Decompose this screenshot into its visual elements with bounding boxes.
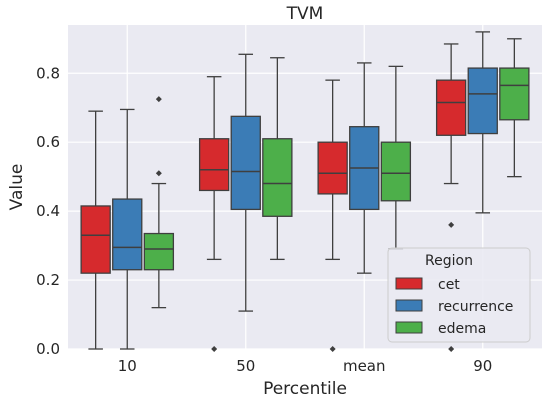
outlier-point (155, 170, 162, 177)
box-edema-10 (143, 96, 175, 309)
box-iqr (380, 141, 412, 202)
box-iqr (435, 79, 467, 136)
legend-swatch-recurrence (395, 299, 423, 312)
box-iqr (230, 115, 261, 211)
y-tick-label: 0.4 (36, 202, 60, 220)
box-iqr (499, 67, 530, 121)
box-layer (80, 31, 530, 352)
box-recurrence-90 (467, 31, 498, 214)
legend-label-edema: edema (438, 321, 486, 337)
outlier-point (448, 346, 455, 352)
box-iqr (198, 138, 230, 192)
box-cet-mean (317, 79, 348, 352)
x-tick-label: 10 (118, 357, 137, 375)
box-recurrence-50 (230, 53, 261, 312)
box-cet-90 (435, 43, 467, 352)
box-iqr (143, 232, 175, 271)
legend-label-recurrence: recurrence (438, 299, 513, 315)
y-tick-label: 0.0 (36, 340, 60, 358)
box-edema-mean (380, 65, 412, 250)
box-edema-50 (262, 57, 293, 261)
box-iqr (317, 141, 348, 195)
box-cet-10 (80, 110, 111, 350)
box-iqr (80, 205, 111, 274)
outlier-point (448, 221, 455, 228)
y-tick-label: 0.2 (36, 271, 60, 289)
tick-labels: 0.0 0.2 0.4 0.6 0.8 10 50 mean 90 (36, 64, 492, 375)
x-tick-label: mean (343, 357, 386, 375)
legend-swatch-edema (395, 321, 423, 334)
x-tick-label: 90 (473, 357, 492, 375)
y-axis-label: Value (7, 164, 27, 211)
legend-label-cet: cet (438, 277, 460, 293)
box-iqr (112, 198, 143, 271)
legend-box (387, 247, 531, 343)
legend: Region cet recurrence edema (387, 247, 531, 343)
x-tick-label: 50 (236, 357, 255, 375)
chart-title: TVM (286, 4, 324, 24)
box-iqr (467, 67, 498, 135)
box-recurrence-10 (112, 108, 143, 350)
y-tick-label: 0.8 (36, 64, 60, 82)
x-axis-label: Percentile (263, 379, 347, 399)
legend-swatch-cet (395, 277, 423, 290)
outlier-point (155, 96, 162, 103)
outlier-point (211, 346, 218, 352)
outlier-point (329, 346, 336, 352)
box-recurrence-mean (349, 62, 380, 274)
box-edema-90 (499, 38, 530, 178)
y-tick-label: 0.6 (36, 133, 60, 151)
legend-title: Region (425, 253, 473, 269)
box-iqr (262, 138, 293, 217)
box-cet-50 (198, 76, 230, 352)
